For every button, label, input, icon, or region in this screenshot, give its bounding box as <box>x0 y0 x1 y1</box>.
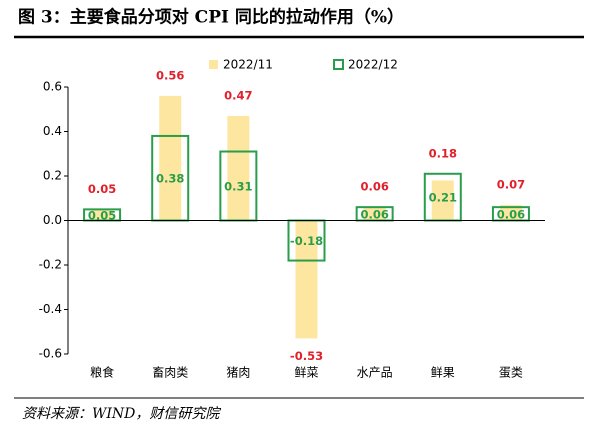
y-tick-label: 0.0 <box>43 213 62 227</box>
x-tick-label: 畜肉类 <box>152 365 188 380</box>
x-tick-label: 水产品 <box>357 366 393 380</box>
y-tick-label: 0.6 <box>43 80 62 94</box>
source-note: 资料来源：WIND，财信研究院 <box>22 406 221 422</box>
x-tick-label: 蛋类 <box>499 366 523 380</box>
y-tick-label: 0.4 <box>43 124 62 138</box>
bar <box>431 180 454 221</box>
value-label: 0.07 <box>497 177 525 191</box>
value-label: 0.06 <box>360 207 388 221</box>
y-tick-label: -0.2 <box>39 258 62 272</box>
value-label: 0.05 <box>88 208 116 222</box>
bar <box>227 115 250 221</box>
y-tick-label: 0.2 <box>43 169 62 183</box>
legend-label: 2022/11 <box>223 58 273 72</box>
y-tick-label: -0.6 <box>39 347 62 361</box>
value-label: 0.21 <box>429 191 457 205</box>
bar <box>363 207 386 221</box>
value-label: 0.06 <box>497 207 525 221</box>
x-tick-label: 鲜果 <box>431 366 455 380</box>
value-label: 0.56 <box>156 68 184 82</box>
y-tick-label: -0.4 <box>39 302 62 316</box>
x-tick-label: 粮食 <box>90 365 114 380</box>
value-label: 0.38 <box>156 172 184 186</box>
chart-title: 图 3：主要食品分项对 CPI 同比的拉动作用（%） <box>18 7 404 28</box>
x-tick-label: 猪肉 <box>226 366 250 380</box>
value-label: 0.31 <box>224 180 252 194</box>
bar <box>295 220 318 339</box>
value-label: -0.53 <box>290 349 323 363</box>
legend-swatch <box>209 60 218 69</box>
x-tick-label: 鲜菜 <box>294 366 318 380</box>
value-label: 0.47 <box>224 88 252 102</box>
bar <box>499 204 522 221</box>
value-label: -0.18 <box>290 234 323 248</box>
legend-swatch <box>333 59 344 70</box>
value-label: 0.18 <box>429 146 457 160</box>
bar <box>159 95 182 221</box>
value-label: 0.05 <box>88 182 116 196</box>
value-label: 0.06 <box>360 180 388 194</box>
legend-label: 2022/12 <box>348 58 398 72</box>
bar <box>91 209 114 221</box>
